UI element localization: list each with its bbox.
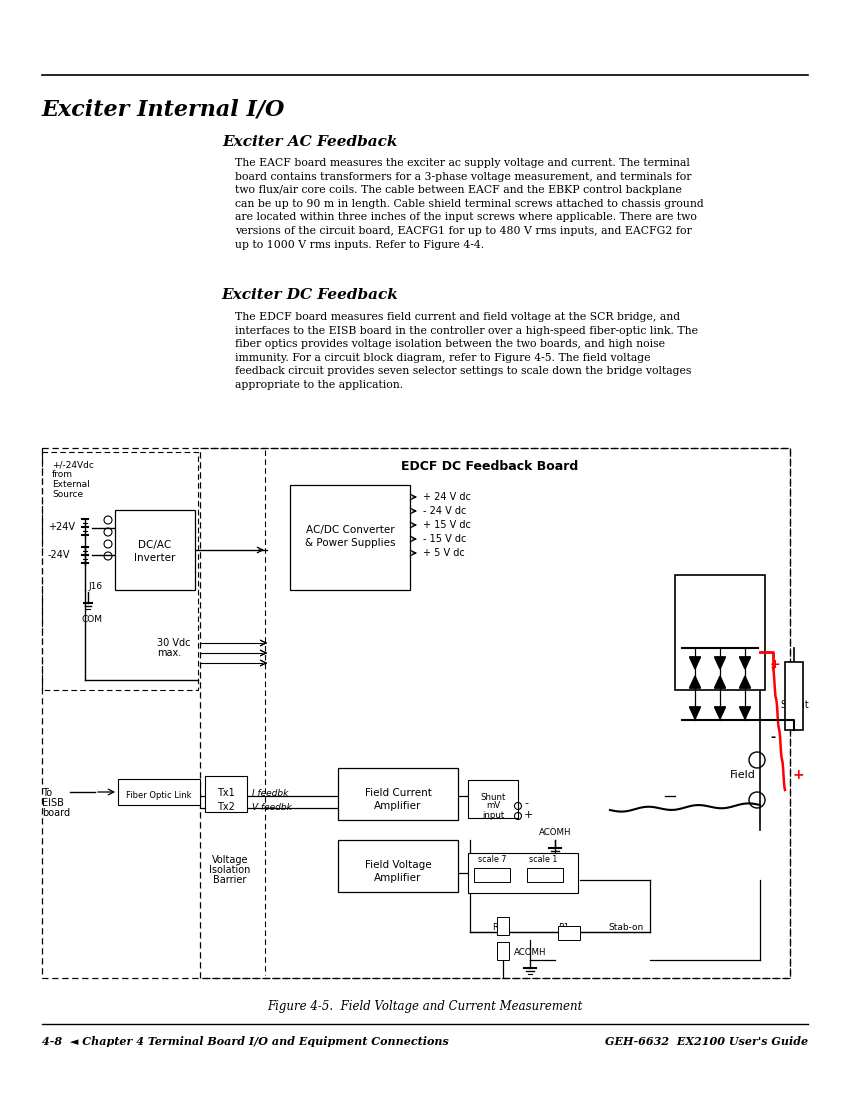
Text: JP1: JP1	[539, 871, 552, 880]
FancyBboxPatch shape	[338, 768, 458, 820]
Polygon shape	[689, 676, 700, 688]
FancyBboxPatch shape	[205, 776, 247, 812]
Text: max.: max.	[157, 648, 181, 658]
FancyBboxPatch shape	[497, 942, 509, 960]
Text: The EDCF board measures field current and field voltage at the SCR bridge, and
i: The EDCF board measures field current an…	[235, 312, 698, 390]
Text: Field Current: Field Current	[365, 788, 432, 798]
Polygon shape	[715, 658, 725, 669]
Polygon shape	[740, 676, 751, 688]
FancyBboxPatch shape	[785, 662, 803, 730]
Text: +: +	[524, 810, 533, 820]
Text: Voltage: Voltage	[212, 855, 248, 865]
FancyBboxPatch shape	[474, 868, 510, 882]
Polygon shape	[715, 676, 725, 688]
Text: Stab-on: Stab-on	[608, 924, 643, 933]
Text: scale 7: scale 7	[478, 856, 507, 865]
Text: +: +	[793, 768, 805, 782]
Text: SCR Bridge: SCR Bridge	[685, 628, 755, 638]
Text: Field Voltage: Field Voltage	[365, 860, 431, 870]
Text: COM: COM	[82, 615, 103, 624]
Text: Exciter AC Feedback: Exciter AC Feedback	[222, 135, 398, 149]
FancyBboxPatch shape	[338, 840, 458, 892]
FancyBboxPatch shape	[675, 575, 765, 690]
Text: + 15 V dc: + 15 V dc	[423, 520, 471, 530]
Text: + 5 V dc: + 5 V dc	[423, 548, 465, 558]
Text: - 24 V dc: - 24 V dc	[423, 506, 467, 516]
Text: scale 1: scale 1	[529, 856, 558, 865]
FancyBboxPatch shape	[527, 868, 563, 882]
Text: +24V: +24V	[48, 522, 75, 532]
FancyBboxPatch shape	[468, 780, 518, 818]
FancyBboxPatch shape	[468, 852, 578, 893]
FancyBboxPatch shape	[290, 485, 410, 590]
Text: EISB: EISB	[42, 798, 64, 808]
Text: To: To	[42, 788, 52, 798]
Text: + 24 V dc: + 24 V dc	[423, 492, 471, 502]
Text: ACOMH: ACOMH	[539, 828, 571, 837]
FancyBboxPatch shape	[115, 510, 195, 590]
Text: ACOMH: ACOMH	[513, 948, 547, 957]
Text: 30 Vdc: 30 Vdc	[157, 638, 190, 648]
Text: Amplifier: Amplifier	[374, 801, 422, 811]
Text: Amplifier: Amplifier	[374, 873, 422, 883]
Text: Figure 4-5.  Field Voltage and Current Measurement: Figure 4-5. Field Voltage and Current Me…	[267, 1000, 583, 1013]
Text: Fiber Optic Link: Fiber Optic Link	[127, 791, 192, 800]
Polygon shape	[715, 707, 725, 719]
Text: Tx2: Tx2	[217, 802, 235, 812]
Text: board: board	[42, 808, 70, 818]
Text: Shunt: Shunt	[480, 792, 506, 802]
Text: Inverter: Inverter	[134, 553, 176, 563]
Text: Source: Source	[52, 490, 83, 499]
Text: mV: mV	[486, 802, 500, 811]
Text: +/-24Vdc: +/-24Vdc	[52, 460, 94, 469]
Polygon shape	[689, 707, 700, 719]
Text: 4-8  ◄ Chapter 4 Terminal Board I/O and Equipment Connections: 4-8 ◄ Chapter 4 Terminal Board I/O and E…	[42, 1036, 449, 1047]
FancyBboxPatch shape	[497, 917, 509, 935]
Text: Exciter Internal I/O: Exciter Internal I/O	[42, 98, 286, 120]
Text: DC: DC	[788, 690, 802, 700]
Text: Tx1: Tx1	[217, 788, 235, 798]
Text: -: -	[770, 732, 775, 745]
Text: JP7: JP7	[485, 871, 498, 880]
Text: Barrier: Barrier	[213, 874, 246, 886]
Polygon shape	[740, 707, 751, 719]
Text: R1: R1	[558, 924, 570, 933]
FancyBboxPatch shape	[558, 926, 580, 940]
Text: - 15 V dc: - 15 V dc	[423, 534, 467, 544]
Text: Exciter DC Feedback: Exciter DC Feedback	[222, 288, 399, 302]
Polygon shape	[740, 658, 751, 669]
Text: EDCF DC Feedback Board: EDCF DC Feedback Board	[401, 460, 579, 473]
Text: AC/DC Converter: AC/DC Converter	[306, 525, 394, 535]
Text: External: External	[52, 480, 90, 490]
FancyBboxPatch shape	[118, 779, 200, 805]
Text: Shunt: Shunt	[780, 700, 809, 710]
Text: +: +	[770, 659, 780, 671]
Text: & Power Supplies: & Power Supplies	[305, 538, 395, 548]
Text: -: -	[524, 798, 528, 808]
Text: V feedbk: V feedbk	[252, 803, 292, 812]
Text: DC/AC: DC/AC	[139, 540, 172, 550]
Text: J16: J16	[88, 582, 102, 591]
Text: from: from	[52, 470, 73, 478]
Text: input: input	[482, 811, 504, 819]
Text: The EACF board measures the exciter ac supply voltage and current. The terminal
: The EACF board measures the exciter ac s…	[235, 158, 704, 250]
Text: Isolation: Isolation	[209, 865, 251, 874]
Text: I feedbk: I feedbk	[252, 789, 288, 797]
Text: GEH-6632  EX2100 User's Guide: GEH-6632 EX2100 User's Guide	[605, 1036, 808, 1047]
Text: Field: Field	[730, 770, 756, 780]
Polygon shape	[689, 658, 700, 669]
Text: Ra: Ra	[496, 947, 507, 957]
Text: -24V: -24V	[48, 550, 71, 560]
Text: R 9: R 9	[493, 924, 507, 933]
